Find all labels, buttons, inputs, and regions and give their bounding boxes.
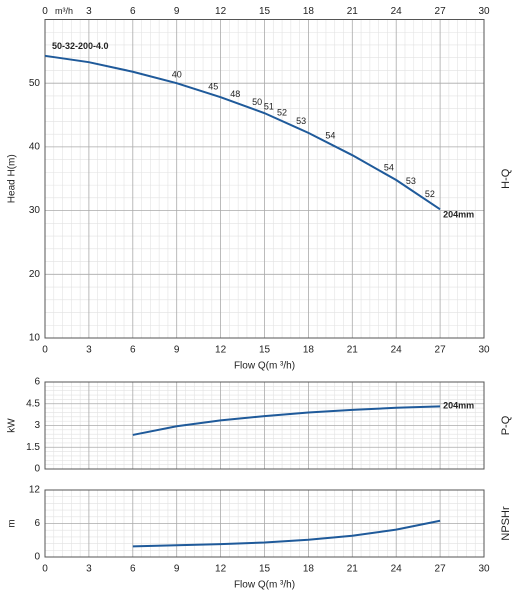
plot-frame bbox=[44, 489, 485, 558]
plot-frame bbox=[44, 19, 485, 339]
x-tick-label: 21 bbox=[347, 564, 359, 575]
x-top-tick-label: 3 bbox=[86, 6, 92, 17]
x-axis-label: Flow Q(m ³/h) bbox=[234, 580, 295, 591]
x-top-tick-label: 0 bbox=[42, 6, 48, 17]
y-tick-label: 1.5 bbox=[26, 442, 40, 453]
side-label: H-Q bbox=[500, 168, 512, 189]
x-top-tick-label: 30 bbox=[478, 6, 490, 17]
y-axis-label: Head H(m) bbox=[7, 154, 18, 203]
x-tick-label: 3 bbox=[86, 345, 92, 356]
efficiency-label: 48 bbox=[230, 89, 240, 99]
model-label: 50-32-200-4.0 bbox=[52, 41, 109, 51]
x-tick-label: 24 bbox=[391, 564, 403, 575]
x-top-tick-label: 12 bbox=[215, 6, 227, 17]
y-tick-label: 20 bbox=[29, 269, 41, 280]
x-tick-label: 6 bbox=[130, 345, 136, 356]
curve bbox=[132, 405, 441, 436]
x-top-tick-label: 21 bbox=[347, 6, 359, 17]
efficiency-label: 54 bbox=[325, 130, 335, 140]
efficiency-label: 40 bbox=[172, 70, 182, 80]
x-tick-label: 3 bbox=[86, 564, 92, 575]
y-tick-label: 30 bbox=[29, 205, 41, 216]
x-tick-label: 27 bbox=[435, 345, 447, 356]
plot-frame bbox=[44, 381, 485, 470]
curve-label: 204mm bbox=[443, 210, 474, 220]
efficiency-label: 53 bbox=[296, 116, 306, 126]
x-top-tick-label: 24 bbox=[391, 6, 403, 17]
x-tick-label: 12 bbox=[215, 345, 227, 356]
x-top-tick-label: 9 bbox=[174, 6, 180, 17]
y-tick-label: 3 bbox=[34, 420, 40, 431]
x-tick-label: 18 bbox=[303, 345, 315, 356]
x-tick-label: 15 bbox=[259, 564, 271, 575]
x-top-tick-label: 15 bbox=[259, 6, 271, 17]
efficiency-label: 52 bbox=[425, 189, 435, 199]
y-tick-label: 50 bbox=[29, 78, 41, 89]
efficiency-label: 52 bbox=[277, 107, 287, 117]
side-label: NPSHr bbox=[500, 506, 512, 541]
x-tick-label: 27 bbox=[435, 564, 447, 575]
x-top-tick-label: 18 bbox=[303, 6, 315, 17]
x-tick-label: 0 bbox=[42, 564, 48, 575]
x-tick-label: 15 bbox=[259, 345, 271, 356]
x-tick-label: 6 bbox=[130, 564, 136, 575]
y-tick-label: 6 bbox=[34, 377, 40, 388]
x-tick-label: 9 bbox=[174, 345, 180, 356]
curve bbox=[132, 519, 441, 548]
x-tick-label: 9 bbox=[174, 564, 180, 575]
x-top-tick-label: 6 bbox=[130, 6, 136, 17]
curve-label: 204mm bbox=[443, 401, 474, 411]
x-tick-label: 12 bbox=[215, 564, 227, 575]
efficiency-label: 51 bbox=[264, 101, 274, 111]
efficiency-label: 45 bbox=[208, 81, 218, 91]
efficiency-label: 54 bbox=[384, 162, 394, 172]
y-axis-label: kW bbox=[7, 418, 18, 433]
curve bbox=[44, 54, 441, 211]
y-tick-label: 0 bbox=[34, 464, 40, 475]
y-tick-label: 0 bbox=[34, 552, 40, 563]
efficiency-label: 53 bbox=[406, 176, 416, 186]
x-tick-label: 0 bbox=[42, 345, 48, 356]
top-unit-label: m³/h bbox=[55, 6, 73, 16]
y-tick-label: 4.5 bbox=[26, 398, 40, 409]
y-tick-label: 40 bbox=[29, 142, 41, 153]
y-tick-label: 12 bbox=[29, 485, 41, 496]
x-top-tick-label: 27 bbox=[435, 6, 447, 17]
side-label: P-Q bbox=[500, 415, 512, 435]
y-axis-label: m bbox=[7, 519, 18, 527]
x-axis-label: Flow Q(m ³/h) bbox=[234, 361, 295, 372]
x-tick-label: 18 bbox=[303, 564, 315, 575]
x-tick-label: 30 bbox=[478, 345, 490, 356]
efficiency-label: 50 bbox=[252, 97, 262, 107]
y-tick-label: 6 bbox=[34, 518, 40, 529]
x-tick-label: 21 bbox=[347, 345, 359, 356]
x-tick-label: 30 bbox=[478, 564, 490, 575]
x-tick-label: 24 bbox=[391, 345, 403, 356]
y-tick-label: 10 bbox=[29, 333, 41, 344]
